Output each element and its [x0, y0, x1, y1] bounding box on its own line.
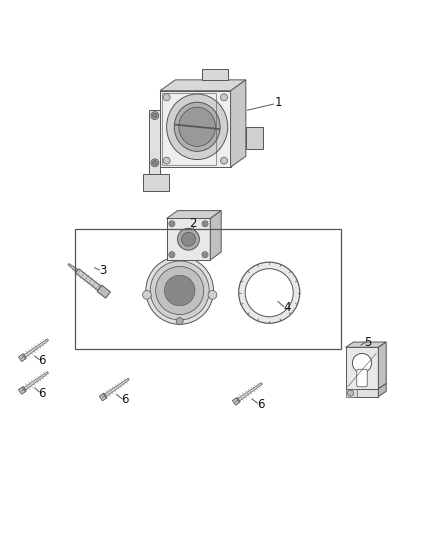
- Circle shape: [202, 252, 208, 258]
- Polygon shape: [143, 174, 169, 191]
- Polygon shape: [160, 80, 246, 91]
- Polygon shape: [201, 69, 228, 80]
- Polygon shape: [99, 393, 107, 401]
- Text: 3: 3: [99, 264, 107, 277]
- Polygon shape: [24, 372, 49, 390]
- Circle shape: [208, 290, 217, 299]
- Circle shape: [353, 353, 371, 373]
- Ellipse shape: [150, 261, 209, 320]
- Polygon shape: [18, 354, 26, 361]
- Text: 6: 6: [121, 393, 129, 406]
- Circle shape: [151, 159, 159, 167]
- Bar: [162, 93, 216, 165]
- Ellipse shape: [174, 102, 220, 151]
- Polygon shape: [346, 342, 386, 348]
- Polygon shape: [210, 211, 221, 260]
- Polygon shape: [346, 389, 357, 398]
- Ellipse shape: [164, 275, 195, 306]
- Ellipse shape: [166, 94, 228, 159]
- Ellipse shape: [181, 232, 195, 246]
- Circle shape: [152, 114, 157, 118]
- Circle shape: [163, 94, 170, 101]
- Circle shape: [176, 318, 183, 325]
- Polygon shape: [238, 383, 262, 401]
- Polygon shape: [166, 219, 210, 260]
- Circle shape: [220, 157, 227, 164]
- Polygon shape: [166, 211, 221, 219]
- Polygon shape: [346, 348, 378, 389]
- Polygon shape: [246, 127, 263, 149]
- Circle shape: [151, 112, 159, 119]
- Text: 5: 5: [364, 336, 371, 350]
- Polygon shape: [149, 110, 160, 174]
- Circle shape: [220, 94, 227, 101]
- Text: 2: 2: [189, 217, 197, 230]
- Ellipse shape: [155, 266, 204, 314]
- Circle shape: [203, 253, 207, 256]
- Polygon shape: [354, 389, 378, 397]
- Polygon shape: [378, 342, 386, 389]
- Text: 6: 6: [39, 354, 46, 367]
- Circle shape: [163, 157, 170, 164]
- Circle shape: [169, 221, 175, 227]
- Polygon shape: [97, 285, 110, 298]
- Circle shape: [245, 269, 293, 317]
- Polygon shape: [160, 91, 230, 167]
- Circle shape: [143, 290, 151, 299]
- Text: 6: 6: [39, 386, 46, 400]
- FancyBboxPatch shape: [357, 369, 367, 387]
- Ellipse shape: [179, 107, 215, 147]
- Text: 4: 4: [283, 302, 290, 314]
- Text: 6: 6: [257, 398, 264, 410]
- Polygon shape: [233, 397, 240, 405]
- Polygon shape: [24, 339, 49, 357]
- Circle shape: [203, 222, 207, 225]
- Bar: [75, 229, 341, 350]
- Circle shape: [347, 390, 353, 396]
- Circle shape: [239, 262, 300, 323]
- Circle shape: [152, 160, 157, 165]
- Ellipse shape: [177, 228, 199, 250]
- Polygon shape: [68, 263, 78, 272]
- Text: 1: 1: [274, 96, 282, 109]
- Circle shape: [170, 222, 173, 225]
- Polygon shape: [75, 269, 101, 290]
- Polygon shape: [105, 378, 129, 397]
- Polygon shape: [378, 384, 386, 397]
- Polygon shape: [18, 386, 26, 394]
- Ellipse shape: [146, 257, 214, 325]
- Circle shape: [170, 253, 173, 256]
- Polygon shape: [230, 80, 246, 167]
- Circle shape: [202, 221, 208, 227]
- Circle shape: [169, 252, 175, 258]
